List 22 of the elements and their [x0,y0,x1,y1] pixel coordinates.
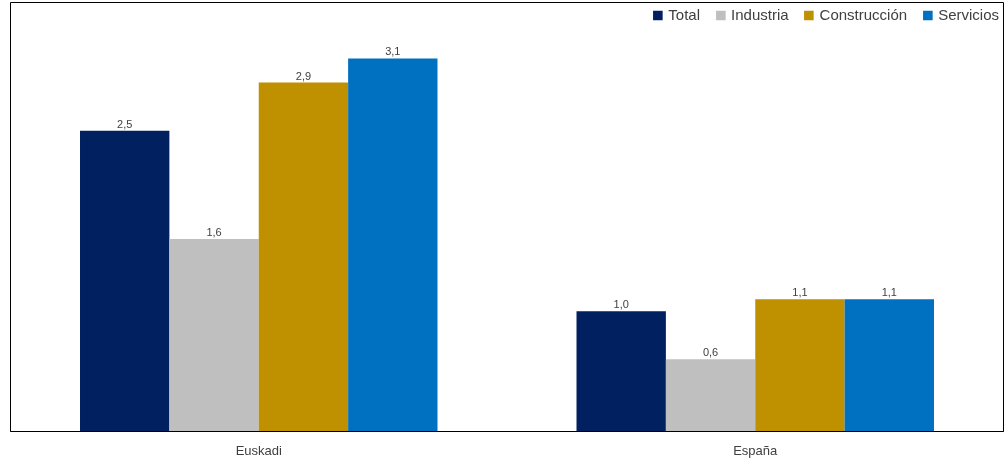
bar [258,82,349,432]
bar [844,299,934,432]
data-label: 1,6 [206,225,222,238]
legend-label: Total [668,6,701,23]
data-label: 2,5 [117,117,133,130]
x-tick-label: Euskadi [235,442,282,458]
bar [348,58,438,432]
data-label: 0,6 [702,346,719,359]
bar [80,130,170,432]
data-label: 1,1 [881,286,897,299]
bar [169,238,259,432]
data-label: 1,0 [613,298,629,311]
data-label: 1,1 [792,286,808,299]
legend-label: Industria [731,6,789,23]
legend-label: Construcción [819,6,908,23]
bar [755,299,845,432]
data-label: 3,1 [385,45,401,58]
data-label: 2,9 [295,69,312,82]
legend-label: Servicios [938,6,999,23]
bar [665,359,756,432]
x-tick-label: España [733,442,779,458]
bar [576,311,666,432]
